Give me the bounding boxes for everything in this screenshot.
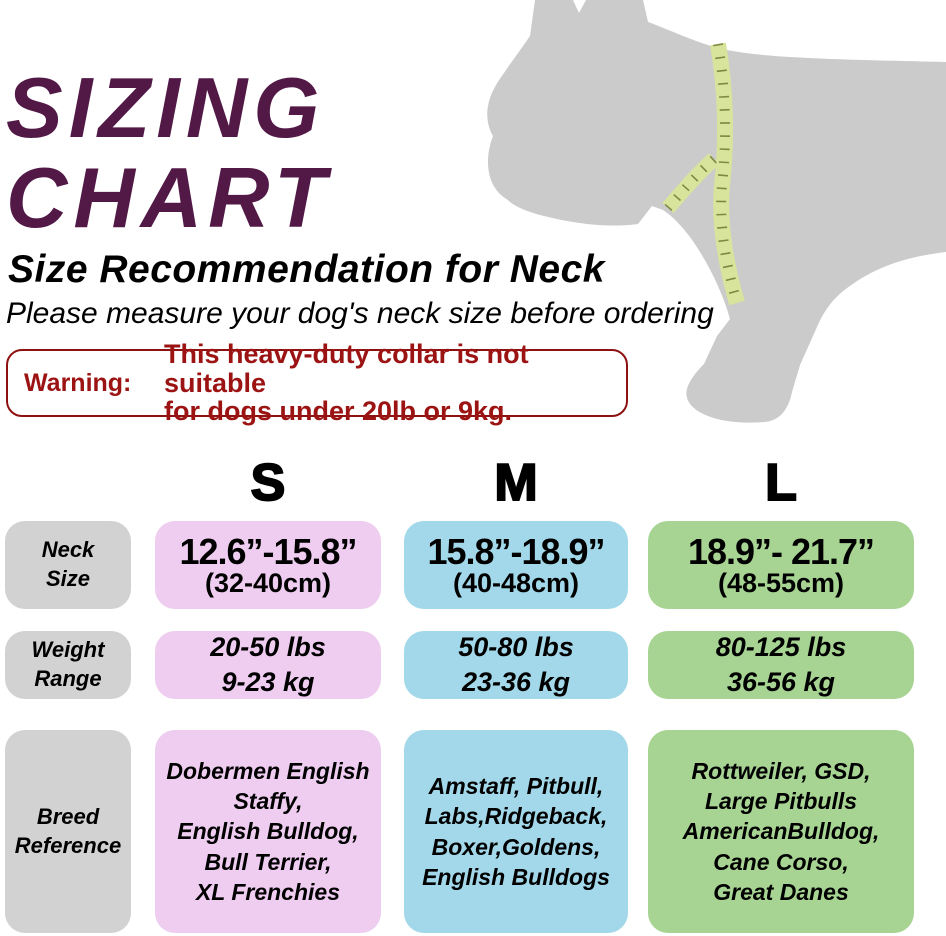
subtitle: Size Recommendation for Neck [8,248,605,291]
breed-reference-s-text: Dobermen English Staffy, English Bulldog… [166,757,370,906]
measuring-tape-main [710,42,745,306]
neck-size-s-inches: 12.6”-15.8” [179,530,357,572]
dog-illustration [480,0,946,436]
row-label-neck-size: Neck Size [5,521,131,609]
measure-note: Please measure your dog's neck size befo… [6,297,714,330]
neck-size-cell-s: 12.6”-15.8” (32-40cm) [155,521,381,609]
neck-size-l-cm: (48-55cm) [717,568,845,599]
weight-range-m-text: 50-80 lbs 23-36 kg [458,631,574,697]
breed-reference-m-text: Amstaff, Pitbull, Labs,Ridgeback, Boxer,… [422,772,610,890]
row-label-weight-range: Weight Range [5,631,131,699]
dog-silhouette-svg [487,0,946,423]
measuring-tape-branch [662,153,720,213]
row-label-breed-reference: Breed Reference [5,730,131,933]
weight-range-s-text: 20-50 lbs 9-23 kg [210,631,326,697]
neck-size-s-cm: (32-40cm) [204,568,332,599]
neck-size-cell-m: 15.8”-18.9” (40-48cm) [404,521,628,609]
neck-size-cell-l: 18.9”- 21.7” (48-55cm) [648,521,914,609]
neck-size-m-cm: (40-48cm) [452,568,580,599]
warning-label: Warning: [24,368,132,397]
warning-text: This heavy-duty collar is not suitable f… [164,339,529,427]
breed-reference-l-text: Rottweiler, GSD, Large Pitbulls American… [682,757,880,906]
page-title: SIZING CHART [6,61,332,246]
column-header-size-l: L [764,454,798,512]
neck-size-l-inches: 18.9”- 21.7” [687,530,875,572]
weight-range-l-text: 80-125 lbs 36-56 kg [715,631,847,697]
weight-range-cell-m: 50-80 lbs 23-36 kg [404,631,628,699]
breed-reference-cell-m: Amstaff, Pitbull, Labs,Ridgeback, Boxer,… [404,730,628,933]
neck-size-m-inches: 15.8”-18.9” [427,530,605,572]
weight-range-cell-s: 20-50 lbs 9-23 kg [155,631,381,699]
weight-range-cell-l: 80-125 lbs 36-56 kg [648,631,914,699]
breed-reference-cell-s: Dobermen English Staffy, English Bulldog… [155,730,381,933]
breed-reference-cell-l: Rottweiler, GSD, Large Pitbulls American… [648,730,914,933]
warning-box: Warning: This heavy-duty collar is not s… [6,340,628,426]
column-header-size-s: S [250,454,287,512]
column-header-size-m: M [493,454,538,512]
